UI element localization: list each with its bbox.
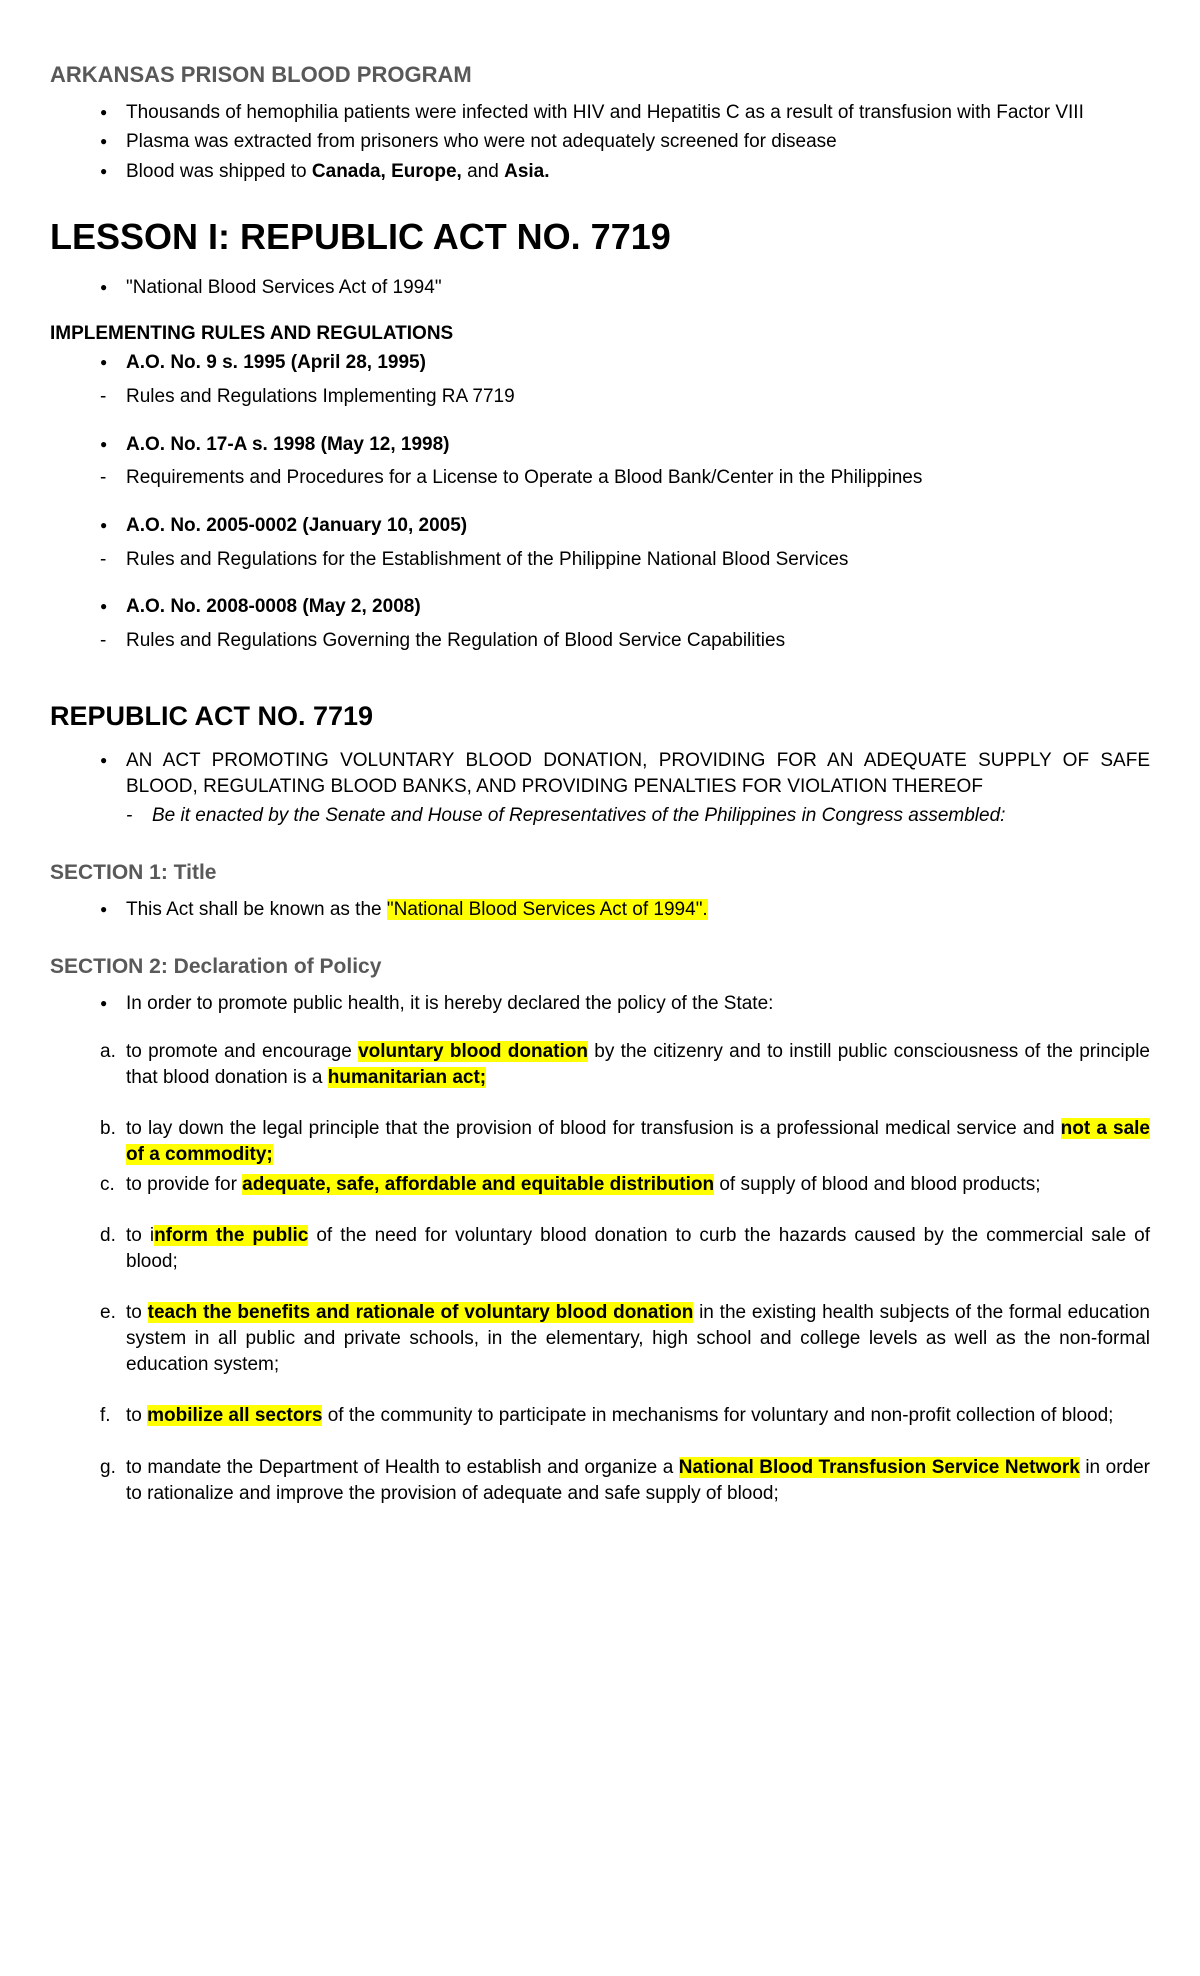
- list-item: "National Blood Services Act of 1994": [100, 275, 1150, 301]
- text: of supply of blood and blood products;: [714, 1174, 1040, 1195]
- highlight: teach the benefits and rationale of volu…: [148, 1302, 694, 1323]
- policy-item-a: a. to promote and encourage voluntary bl…: [100, 1039, 1150, 1090]
- highlight: nform the public: [154, 1225, 308, 1246]
- text: This Act shall be known as the: [126, 899, 387, 920]
- text: of the community to participate in mecha…: [322, 1405, 1113, 1426]
- text: to lay down the legal principle that the…: [126, 1118, 1061, 1139]
- section2-heading: SECTION 2: Declaration of Policy: [50, 953, 1150, 981]
- policy-item-b: b. to lay down the legal principle that …: [100, 1116, 1150, 1167]
- text: to: [126, 1302, 148, 1323]
- highlight: mobilize all sectors: [147, 1405, 322, 1426]
- marker: a.: [100, 1039, 116, 1065]
- section1-list: This Act shall be known as the "National…: [50, 897, 1150, 923]
- text: to promote and encourage: [126, 1041, 358, 1062]
- ao-desc: Rules and Regulations for the Establishm…: [100, 547, 1150, 573]
- marker: e.: [100, 1300, 116, 1326]
- ra-list: AN ACT PROMOTING VOLUNTARY BLOOD DONATIO…: [50, 748, 1150, 829]
- ao-desc: Requirements and Procedures for a Licens…: [100, 465, 1150, 491]
- ao-desc: Rules and Regulations Implementing RA 77…: [100, 384, 1150, 410]
- marker: f.: [100, 1403, 111, 1429]
- marker: g.: [100, 1455, 116, 1481]
- text: to provide for: [126, 1174, 242, 1195]
- policy-item-g: g. to mandate the Department of Health t…: [100, 1455, 1150, 1506]
- ao-head: A.O. No. 2008-0008 (May 2, 2008): [100, 594, 1150, 620]
- ra-desc: AN ACT PROMOTING VOLUNTARY BLOOD DONATIO…: [100, 748, 1150, 829]
- policy-item-f: f. to mobilize all sectors of the commun…: [100, 1403, 1150, 1429]
- policy-item-c: c. to provide for adequate, safe, afford…: [100, 1172, 1150, 1198]
- ao-block: A.O. No. 2005-0002 (January 10, 2005) Ru…: [50, 513, 1150, 572]
- arkansas-list: Thousands of hemophilia patients were in…: [50, 100, 1150, 185]
- irr-heading: IMPLEMENTING RULES AND REGULATIONS: [50, 321, 1150, 347]
- list-item: Thousands of hemophilia patients were in…: [100, 100, 1150, 126]
- text: and: [462, 161, 504, 182]
- ao-head: A.O. No. 17-A s. 1998 (May 12, 1998): [100, 432, 1150, 458]
- policy-item-e: e. to teach the benefits and rationale o…: [100, 1300, 1150, 1377]
- lesson-sub-list: "National Blood Services Act of 1994": [50, 275, 1150, 301]
- ao-head: A.O. No. 2005-0002 (January 10, 2005): [100, 513, 1150, 539]
- arkansas-heading: ARKANSAS PRISON BLOOD PROGRAM: [50, 60, 1150, 90]
- lesson-heading: LESSON I: REPUBLIC ACT NO. 7719: [50, 213, 1150, 262]
- highlight: adequate, safe, affordable and equitable…: [242, 1174, 714, 1195]
- text: AN ACT PROMOTING VOLUNTARY BLOOD DONATIO…: [126, 750, 1150, 797]
- list-item: In order to promote public health, it is…: [100, 991, 1150, 1017]
- ao-block: A.O. No. 17-A s. 1998 (May 12, 1998) Req…: [50, 432, 1150, 491]
- text: to mandate the Department of Health to e…: [126, 1457, 679, 1478]
- list-item: Blood was shipped to Canada, Europe, and…: [100, 159, 1150, 185]
- text: to: [126, 1405, 147, 1426]
- marker: b.: [100, 1116, 116, 1142]
- ao-desc: Rules and Regulations Governing the Regu…: [100, 628, 1150, 654]
- highlight: National Blood Transfusion Service Netwo…: [679, 1457, 1080, 1478]
- text: to i: [126, 1225, 154, 1246]
- marker: d.: [100, 1223, 116, 1249]
- text-bold: Asia.: [504, 161, 549, 182]
- section2-intro-list: In order to promote public health, it is…: [50, 991, 1150, 1017]
- ao-head: A.O. No. 9 s. 1995 (April 28, 1995): [100, 350, 1150, 376]
- ra-heading: REPUBLIC ACT NO. 7719: [50, 698, 1150, 734]
- highlight: voluntary blood donation: [358, 1041, 588, 1062]
- highlight: humanitarian act;: [328, 1067, 486, 1088]
- ao-block: A.O. No. 9 s. 1995 (April 28, 1995) Rule…: [50, 350, 1150, 409]
- highlight: "National Blood Services Act of 1994".: [387, 899, 708, 920]
- list-item: Plasma was extracted from prisoners who …: [100, 129, 1150, 155]
- list-item: This Act shall be known as the "National…: [100, 897, 1150, 923]
- text: Blood was shipped to: [126, 161, 312, 182]
- marker: c.: [100, 1172, 115, 1198]
- policy-item-d: d. to inform the public of the need for …: [100, 1223, 1150, 1274]
- ao-block: A.O. No. 2008-0008 (May 2, 2008) Rules a…: [50, 594, 1150, 653]
- text-bold: Canada, Europe,: [312, 161, 462, 182]
- section1-heading: SECTION 1: Title: [50, 859, 1150, 887]
- ra-enact: Be it enacted by the Senate and House of…: [126, 803, 1150, 829]
- section2-policy-list: a. to promote and encourage voluntary bl…: [50, 1039, 1150, 1506]
